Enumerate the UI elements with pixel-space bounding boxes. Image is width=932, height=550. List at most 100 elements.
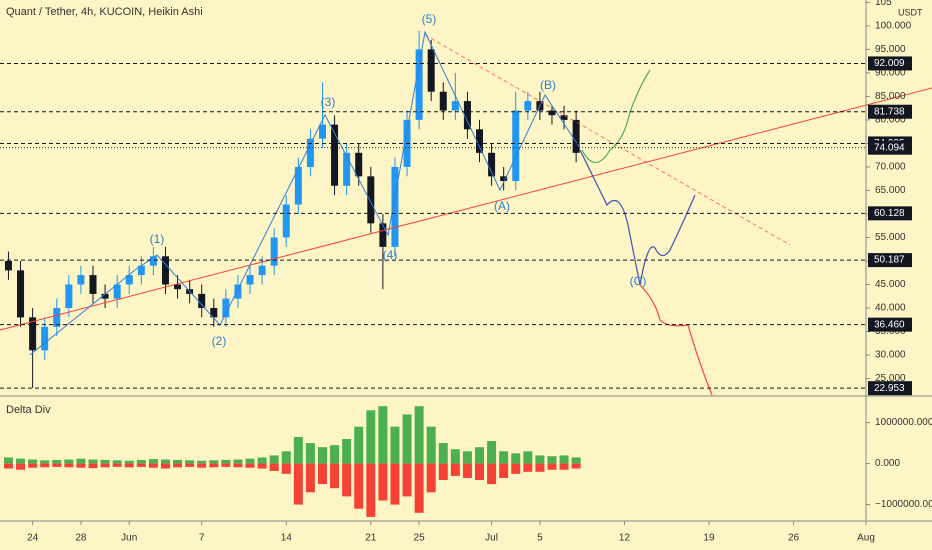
delta-bar [124, 460, 134, 464]
x-tick-label: 24 [27, 533, 39, 544]
delta-bar [426, 463, 436, 493]
y-tick-label: 1000000.000 [875, 417, 932, 428]
delta-bar [293, 436, 303, 464]
delta-bar [124, 463, 134, 468]
wave-label: (B) [540, 78, 556, 92]
level-label: 36.460 [874, 319, 905, 330]
delta-bar [450, 449, 460, 464]
candle-body [29, 317, 37, 351]
x-tick-label: Jul [485, 533, 498, 544]
y-tick-label: 85.000 [875, 91, 906, 102]
candle-body [149, 256, 157, 266]
delta-bar [450, 463, 460, 476]
delta-bar [535, 463, 545, 472]
x-tick-label: 12 [619, 533, 631, 544]
level-label: 50.187 [874, 255, 905, 266]
delta-bar [402, 414, 412, 464]
delta-bar [305, 463, 315, 493]
candle-body [391, 166, 399, 247]
delta-bar [76, 463, 86, 468]
delta-bar [112, 460, 122, 464]
level-label: 60.128 [874, 208, 905, 219]
delta-bar [3, 457, 13, 464]
delta-bar [378, 406, 388, 464]
delta-bar [112, 463, 122, 467]
level-label: 92.009 [874, 58, 905, 69]
wave-label: (C) [630, 274, 647, 288]
candle-body [210, 308, 218, 318]
delta-bar [233, 463, 243, 468]
y-tick-label: 30.000 [875, 350, 906, 361]
delta-bar [160, 463, 170, 469]
x-tick-label: Aug [857, 533, 875, 544]
delta-bar [28, 463, 38, 468]
delta-bar [269, 463, 279, 471]
candle-body [258, 265, 266, 276]
candle-body [65, 284, 73, 309]
y-tick-label: 65.000 [875, 185, 906, 196]
delta-bar [197, 463, 207, 468]
x-tick-label: 14 [281, 533, 293, 544]
candle-body [500, 176, 508, 182]
delta-bar [293, 463, 303, 505]
x-tick-label: 5 [537, 533, 543, 544]
delta-bar [221, 463, 231, 467]
delta-bar [523, 463, 533, 472]
delta-bar [487, 441, 497, 464]
delta-bar [511, 453, 521, 464]
level-label-box [868, 317, 912, 332]
y-tick-label: 105 [875, 0, 892, 8]
delta-bar [317, 447, 327, 464]
level-label-box [868, 140, 912, 155]
y-tick-label: 90.000 [875, 68, 906, 79]
delta-bar [559, 455, 569, 464]
delta-bar [100, 459, 110, 464]
x-tick-label: 26 [788, 533, 800, 544]
candle-body [415, 49, 423, 120]
plot [3, 30, 581, 517]
candle-body [125, 275, 133, 285]
x-tick-label: Jun [121, 533, 137, 544]
delta-bar [426, 426, 436, 464]
delta-bar [269, 455, 279, 464]
delta-bar [559, 463, 569, 470]
candle-body [572, 119, 580, 153]
delta-bar [330, 445, 340, 464]
delta-bar [547, 463, 557, 470]
projection-path [639, 284, 713, 396]
candle-body [113, 284, 121, 299]
wave-label: (5) [422, 12, 437, 26]
y-tick-label: 35.000 [875, 326, 906, 337]
candle-body [427, 49, 435, 92]
projection-path [579, 149, 696, 286]
delta-bar [462, 463, 472, 478]
delta-bar [354, 426, 364, 464]
delta-bar [414, 463, 424, 513]
x-tick-label: 28 [75, 533, 87, 544]
y-tick-label: 95.000 [875, 44, 906, 55]
delta-bar [28, 459, 38, 464]
y-tick-label: 0.000 [875, 458, 900, 469]
pane-title: Delta Div [6, 404, 51, 416]
candle-body [367, 176, 375, 224]
x-tick-label: 21 [365, 533, 377, 544]
wave-label: (3) [321, 95, 336, 109]
level-label-box [868, 56, 912, 71]
wave-line [29, 30, 581, 356]
delta-bar [185, 460, 195, 464]
y-tick-label: 45.000 [875, 279, 906, 290]
delta-bar [16, 458, 26, 464]
delta-bar [438, 463, 448, 480]
delta-bar [571, 457, 581, 464]
delta-bar [414, 406, 424, 464]
delta-bar [390, 426, 400, 464]
candle-body [476, 129, 484, 153]
candle-body [270, 237, 278, 266]
candle-body [512, 110, 520, 182]
delta-bar [475, 463, 485, 480]
delta-bar [354, 463, 364, 509]
delta-bar [173, 459, 183, 464]
delta-bar [281, 451, 291, 464]
delta-bar [438, 443, 448, 464]
